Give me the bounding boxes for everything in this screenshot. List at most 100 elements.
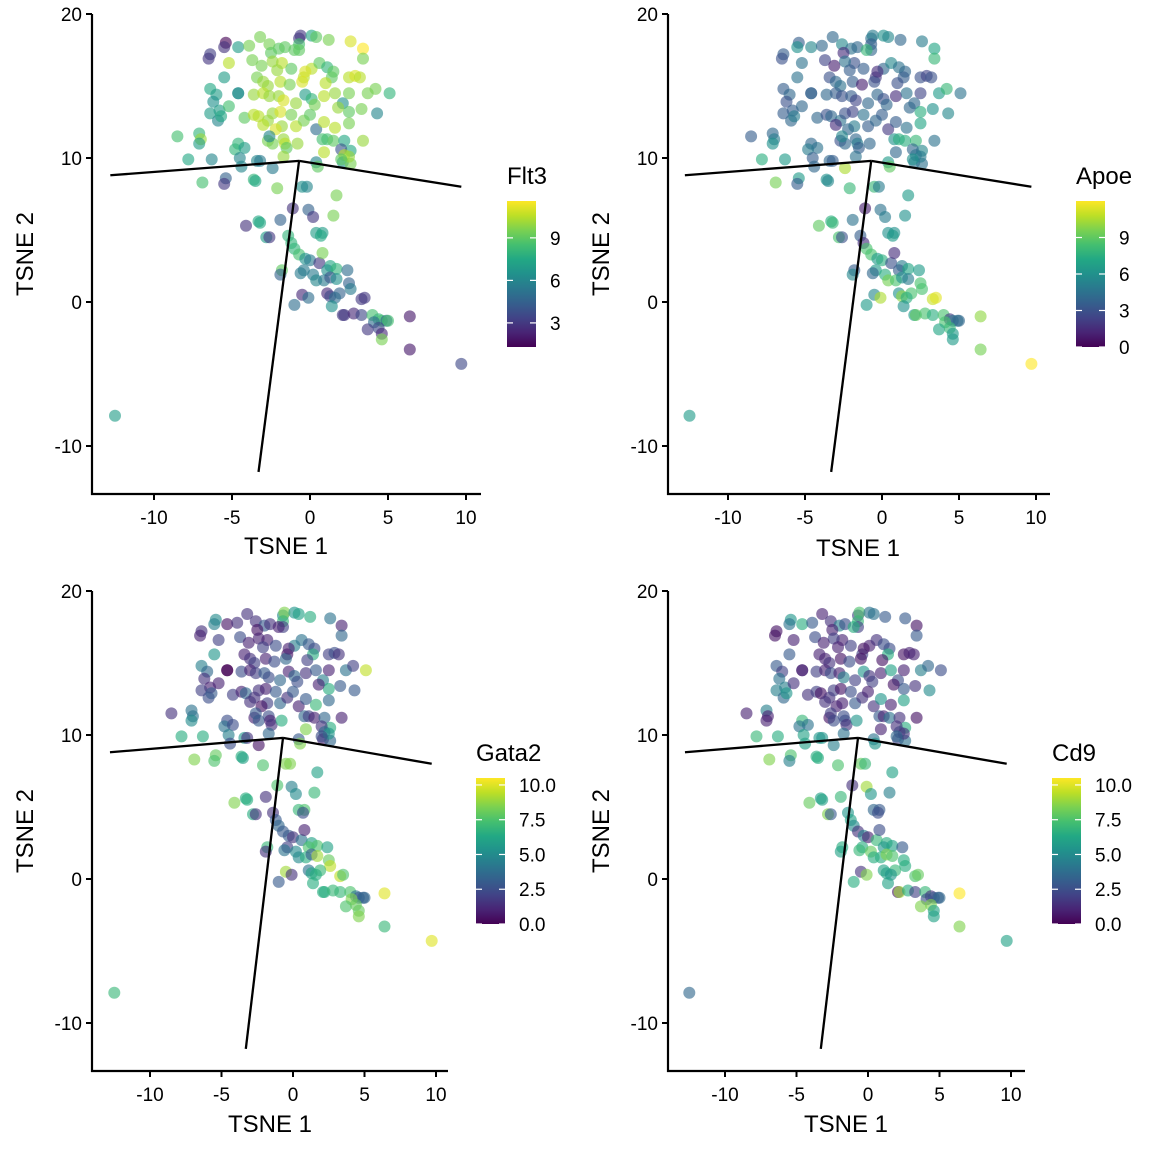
data-point xyxy=(859,757,872,770)
data-point xyxy=(274,75,287,88)
data-point xyxy=(826,31,839,43)
data-point xyxy=(249,808,262,821)
data-point xyxy=(307,877,319,890)
data-point xyxy=(745,130,758,143)
colorbar-label: 5.0 xyxy=(519,845,545,866)
data-point xyxy=(310,31,323,43)
data-point xyxy=(300,180,313,193)
data-point xyxy=(196,176,209,189)
data-point xyxy=(232,87,245,100)
y-tick-label: 0 xyxy=(647,870,658,891)
data-point xyxy=(894,33,907,46)
data-point xyxy=(740,707,753,720)
data-point xyxy=(763,753,776,766)
data-point xyxy=(263,130,276,143)
data-point xyxy=(787,677,800,690)
data-point xyxy=(828,59,841,72)
colorbar-label: 10.0 xyxy=(1095,776,1132,797)
data-point xyxy=(221,618,234,631)
data-point xyxy=(832,759,844,772)
data-point xyxy=(236,752,249,764)
data-point xyxy=(868,75,881,88)
data-point xyxy=(344,283,357,295)
x-axis-title: TSNE 1 xyxy=(804,1111,888,1138)
data-point xyxy=(274,674,287,687)
data-point xyxy=(259,790,272,803)
data-point xyxy=(788,110,801,123)
data-point xyxy=(889,116,902,128)
data-point xyxy=(755,153,768,166)
data-point xyxy=(902,189,915,202)
data-point xyxy=(846,75,859,88)
data-point xyxy=(299,65,312,78)
x-tick-label: -10 xyxy=(711,1085,738,1106)
data-point xyxy=(274,105,287,118)
panel-gata2: -10 -5 0 5 10 -10 0 10 20 TSNE 1 TSNE 2 Gata2 0.… xyxy=(12,582,556,1138)
y-tick-label: 10 xyxy=(637,726,658,747)
data-point xyxy=(324,612,337,625)
points-layer xyxy=(108,606,438,999)
data-point xyxy=(766,137,779,150)
data-point xyxy=(883,711,896,724)
data-point xyxy=(108,986,121,999)
data-point xyxy=(324,860,337,872)
data-point xyxy=(922,659,935,672)
data-point xyxy=(302,291,315,304)
x-axis-title: TSNE 1 xyxy=(244,533,328,560)
trajectory-segment xyxy=(110,159,300,177)
data-point xyxy=(853,844,866,857)
x-tick-label: 10 xyxy=(425,1085,446,1106)
data-point xyxy=(299,693,312,705)
data-point xyxy=(836,130,848,143)
data-point xyxy=(876,108,888,121)
data-point xyxy=(879,610,892,623)
data-point xyxy=(263,90,276,103)
data-point xyxy=(357,42,369,55)
data-point xyxy=(872,806,884,819)
data-point xyxy=(335,711,348,724)
data-point xyxy=(222,100,235,113)
axes: -10 -5 0 5 10 -10 0 10 20 xyxy=(631,582,1025,1106)
data-point xyxy=(839,162,851,175)
data-point xyxy=(902,262,915,275)
data-point xyxy=(897,664,910,677)
data-point xyxy=(783,754,796,767)
data-point xyxy=(760,714,773,727)
legend: Apoe 0 3 6 9 xyxy=(1076,163,1132,359)
data-point xyxy=(196,730,209,743)
data-point xyxy=(272,621,285,633)
data-point xyxy=(811,141,824,154)
data-point xyxy=(819,54,831,67)
colorbar-label: 3 xyxy=(550,314,561,335)
x-tick-label: 0 xyxy=(863,1085,874,1106)
data-point xyxy=(791,71,804,84)
colorbar xyxy=(1052,778,1081,924)
data-point xyxy=(292,608,305,620)
data-point xyxy=(341,264,354,277)
data-point xyxy=(887,678,900,691)
data-point xyxy=(309,664,322,677)
data-point xyxy=(779,153,791,166)
data-point xyxy=(910,619,923,632)
data-point xyxy=(194,629,207,642)
x-tick-label: 0 xyxy=(305,508,316,529)
y-tick-label: 10 xyxy=(61,726,82,747)
data-point xyxy=(343,117,355,130)
data-point xyxy=(850,714,863,727)
data-point xyxy=(182,153,195,166)
data-point xyxy=(361,323,374,336)
data-point xyxy=(291,675,304,688)
data-point xyxy=(329,121,341,134)
data-point xyxy=(274,213,287,226)
data-point xyxy=(403,310,416,323)
data-point xyxy=(327,134,340,147)
data-point xyxy=(212,677,225,690)
data-point xyxy=(769,629,781,642)
data-point xyxy=(355,103,368,115)
data-point xyxy=(933,891,946,904)
data-point xyxy=(343,87,355,100)
trajectory-segment xyxy=(298,159,462,188)
data-point xyxy=(243,39,256,52)
data-point xyxy=(283,78,296,91)
data-point xyxy=(222,57,235,69)
